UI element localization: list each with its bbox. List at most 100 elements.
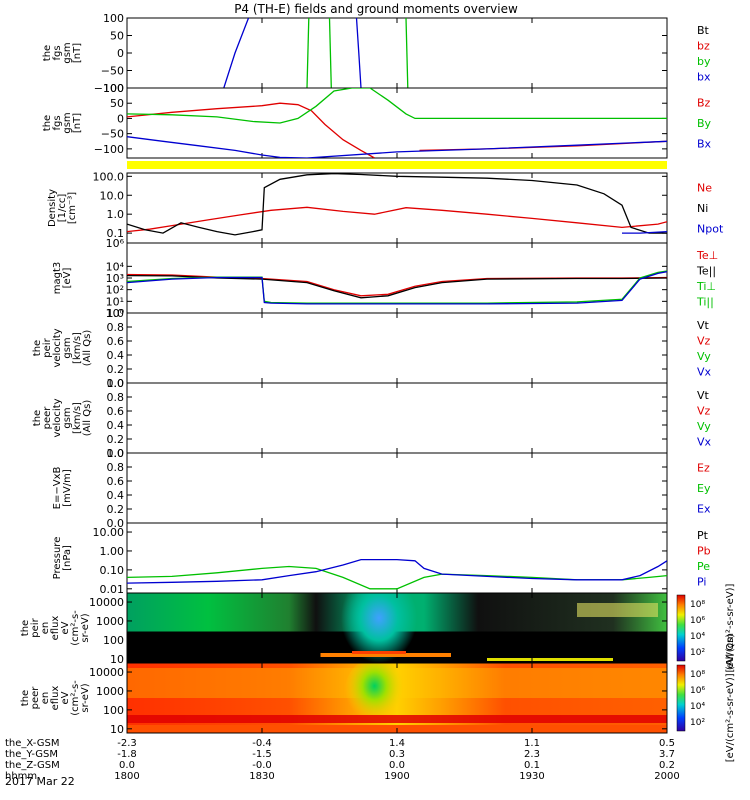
- series-By-line: [127, 88, 667, 124]
- y-axis-label-line: [cm⁻³]: [67, 192, 78, 224]
- ephemeris-value: 1900: [384, 771, 409, 782]
- ephemeris-table: the_X-GSM -2.3 -0.4 1.4 1.1 0.5 the_Y-GSM -1.8 -…: [5, 738, 680, 782]
- legend-entry: Pe: [697, 560, 710, 573]
- colorbar-label: [eV/(cm²-s-sr-eV)]: [725, 583, 736, 672]
- ephemeris-value: 0.1: [524, 760, 540, 771]
- ephemeris-value: 1800: [114, 771, 139, 782]
- y-axis-label-line: the: [32, 410, 43, 426]
- y-tick-label: 1000: [96, 615, 124, 628]
- ephemeris-label: the_Z-GSM: [5, 760, 60, 771]
- y-axis-label-line: (cm²-s-: [70, 610, 81, 646]
- y-axis-label-line: en: [40, 692, 51, 705]
- series-Bz-line: [127, 102, 375, 158]
- legend-entry: Vx: [697, 365, 712, 378]
- panel-peir-spec: 10000 1000 100 10 thepeirenefluxeV(cm²-s-sr-…: [20, 583, 736, 672]
- y-tick-label: 100: [103, 82, 124, 95]
- y-axis-label: Pressure[nPa]: [52, 537, 73, 580]
- y-tick-label: 10: [110, 723, 124, 736]
- y-tick-label: 10²: [106, 284, 124, 297]
- y-axis-label-line: the: [20, 620, 31, 636]
- y-axis-label-line: fgs: [52, 45, 63, 60]
- ephemeris-value: -1.5: [252, 749, 272, 760]
- y-tick-label: −100: [94, 143, 124, 156]
- legend-entry: bz: [697, 39, 710, 52]
- y-tick-label: 100: [103, 12, 124, 25]
- y-tick-label: 0.4: [107, 419, 125, 432]
- legend-entry: Pt: [697, 529, 709, 542]
- colorbar: [676, 594, 686, 662]
- ephemeris-value: 1830: [249, 771, 274, 782]
- legend-entry: bx: [697, 70, 711, 83]
- y-axis-label-line: Density: [47, 189, 58, 227]
- y-tick-label: 0: [117, 112, 124, 125]
- ephemeris-value: 0.3: [389, 749, 405, 760]
- ephemeris-label: the_X-GSM: [5, 738, 59, 749]
- y-axis-label-line: [nPa]: [62, 545, 73, 571]
- legend-entry: Npot: [697, 223, 724, 236]
- y-axis-label-line: eV: [60, 691, 71, 704]
- y-axis-label: thepeervelocitygsm[km/s](All Qs): [32, 398, 93, 437]
- series-bx-line: [355, 18, 362, 88]
- y-axis-label: thepeirvelocitygsm[km/s](All Qs): [32, 328, 93, 367]
- ephemeris-value: 0.5: [659, 738, 675, 749]
- legend-entry: Pb: [697, 544, 711, 557]
- y-tick-label: 0.2: [107, 363, 125, 376]
- y-tick-label: 0.01: [100, 583, 125, 596]
- series-Ti-line: [127, 270, 667, 304]
- y-tick-label: 0.6: [107, 405, 125, 418]
- y-tick-label: 10.0: [100, 189, 125, 202]
- ephemeris-value: 0.0: [389, 760, 405, 771]
- y-axis-label-line: gsm: [62, 112, 73, 133]
- y-tick-label: 50: [110, 97, 124, 110]
- panel-frame: [126, 452, 668, 524]
- colorbar-tick-label: 10⁶: [690, 616, 705, 626]
- y-axis-label-line: [km/s]: [72, 402, 83, 434]
- ephemeris-value: -1.8: [117, 749, 137, 760]
- y-axis-label-line: [nT]: [72, 113, 83, 133]
- y-tick-label: 1000: [96, 685, 124, 698]
- y-tick-label: 0.4: [107, 489, 125, 502]
- panel-peer-vel: 1.00.80.60.40.20.0thepeervelocitygsm[km/…: [32, 377, 712, 460]
- panel-pressure: 10.00 1.00 0.10 0.01 Pressure[nPa] Pt Pb Pe Pi: [52, 522, 711, 596]
- panel-fgs: 100 50 0 −50 −100 thefgsgsm[nT] Bt bz by bx: [42, 12, 711, 95]
- ephemeris-value: 0.2: [659, 760, 675, 771]
- panel-frame: [126, 172, 668, 244]
- series-Pi-line: [127, 558, 667, 584]
- series-by-line: [306, 18, 310, 88]
- legend-entry: Ni: [697, 202, 708, 215]
- colorbar-tick-label: 10⁸: [690, 600, 705, 610]
- panel-frame: [126, 522, 668, 594]
- y-axis-label-line: sr-eV): [80, 613, 91, 642]
- y-axis-label-line: (cm²-s-: [70, 680, 81, 716]
- y-tick-label: 0.0: [107, 517, 125, 530]
- y-axis-label-line: peer: [30, 686, 41, 710]
- y-axis-label-line: [mV/m]: [62, 469, 73, 507]
- colorbar-tick-label: 10⁶: [690, 686, 705, 696]
- legend-entry: Ey: [697, 482, 711, 495]
- legend-entry: Vx: [697, 435, 712, 448]
- y-tick-label: 10⁶: [106, 237, 125, 250]
- series-Npot-line: [622, 230, 667, 234]
- y-tick-label: 10.00: [93, 526, 125, 539]
- series-Ni-line: [127, 173, 667, 236]
- legend-entry: Ti||: [696, 295, 714, 308]
- colorbar-tick-label: 10²: [690, 648, 705, 658]
- y-axis-label-line: gsm: [62, 407, 73, 428]
- y-tick-label: 10¹: [106, 295, 124, 308]
- y-tick-label: 10000: [89, 666, 124, 679]
- y-tick-label: 0.0: [107, 377, 125, 390]
- y-axis-label-line: sr-eV): [80, 683, 91, 712]
- legend-entry: Vy: [697, 350, 711, 363]
- y-tick-label: 1.0: [107, 208, 125, 221]
- colorbar-tick-label: 10⁸: [690, 670, 705, 680]
- y-axis-label-line: [km/s]: [72, 332, 83, 364]
- legend-entry: Vz: [697, 334, 711, 347]
- series-Bx-line: [127, 136, 667, 158]
- y-axis-label-line: peer: [42, 406, 53, 430]
- legend-entry: Vz: [697, 404, 711, 417]
- panel-fgs2: 100 50 0 −50 −100 thefgsgsm[nT] Bz By Bx: [42, 82, 712, 159]
- ephemeris-value: 1.4: [389, 738, 405, 749]
- y-axis-label: thefgsgsm[nT]: [42, 112, 83, 133]
- y-axis-label: magt3[eV]: [52, 262, 73, 295]
